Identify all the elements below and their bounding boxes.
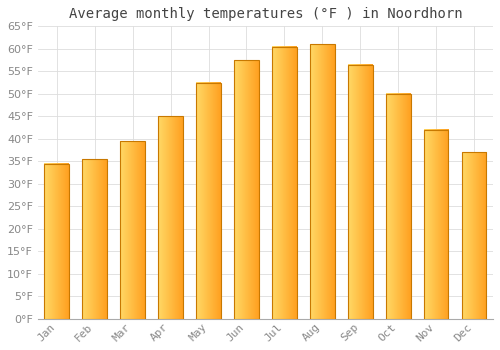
Bar	[234, 60, 259, 319]
Bar	[272, 47, 296, 319]
Bar	[424, 130, 448, 319]
Bar	[310, 44, 334, 319]
Bar	[44, 163, 69, 319]
Bar	[196, 83, 221, 319]
Bar	[158, 116, 183, 319]
Bar	[386, 94, 410, 319]
Bar	[120, 141, 145, 319]
Bar	[82, 159, 107, 319]
Title: Average monthly temperatures (°F ) in Noordhorn: Average monthly temperatures (°F ) in No…	[68, 7, 462, 21]
Bar	[462, 152, 486, 319]
Bar	[348, 64, 372, 319]
